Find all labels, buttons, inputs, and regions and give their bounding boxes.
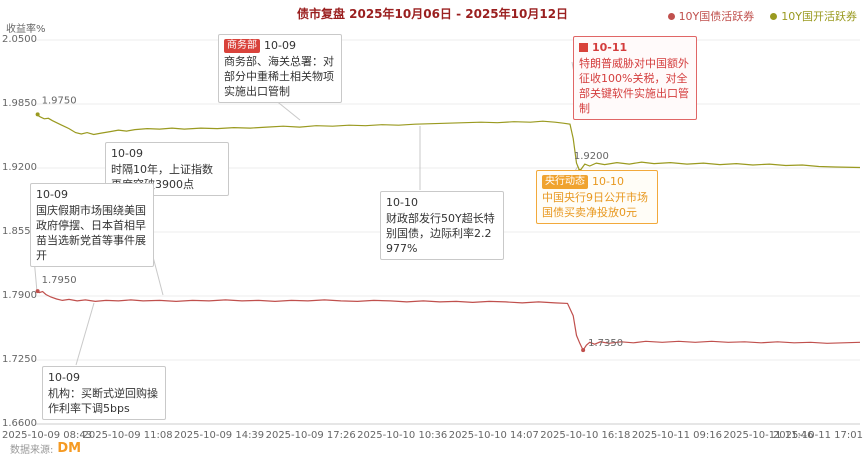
y-axis-title: 收益率% xyxy=(6,24,46,35)
legend-label-cdb: 10Y国开活跃券 xyxy=(781,10,857,23)
annotation-text: 国庆假期市场围绕美国政府停摆、日本首相早苗当选新党首等事件展开 xyxy=(36,204,146,262)
annotation-date: 10-09 xyxy=(36,188,68,201)
legend-dot-treasury-icon xyxy=(667,12,675,20)
annotation-date: 10-10 xyxy=(386,196,418,209)
y-tick-label: 2.0500 xyxy=(2,34,37,45)
annotation-date: 10-10 xyxy=(592,175,624,188)
annotation-connector xyxy=(75,302,95,366)
x-tick-label: 2025-10-11 11:46 xyxy=(723,430,814,441)
annotation-date: 10-11 xyxy=(592,41,628,54)
y-tick-label: 1.7250 xyxy=(2,354,37,365)
x-tick-label: 2025-10-10 10:36 xyxy=(357,430,448,441)
annotation-text: 机构：买断式逆回购操作利率下调5bps xyxy=(48,387,158,415)
annotation-date: 10-09 xyxy=(48,371,80,384)
source-logo: DM xyxy=(57,441,82,456)
point-value-label: 1.7350 xyxy=(588,338,623,349)
point-marker xyxy=(35,112,40,117)
annotation-mofcom-export-control: 商务部 10-09 商务部、海关总署：对部分中重稀土相关物项实施出口管制 xyxy=(218,34,342,103)
legend-item-10y-cdb[interactable]: 10Y国开活跃券 xyxy=(770,8,857,24)
y-tick-label: 1.9200 xyxy=(2,162,37,173)
y-tick-label: 1.8550 xyxy=(2,226,37,237)
alert-square-icon xyxy=(579,43,588,52)
legend-label-treasury: 10Y国债活跃券 xyxy=(678,10,755,23)
legend: 10Y国债活跃券 10Y国开活跃券 xyxy=(667,8,857,24)
point-marker xyxy=(581,348,586,353)
point-marker xyxy=(35,289,40,294)
annotation-text: 中国央行9日公开市场国债买卖净投放0元 xyxy=(542,191,648,219)
annotation-text: 特朗普威胁对中国额外征收100%关税，对全部关键软件实施出口管制 xyxy=(579,57,689,115)
source-label: 数据来源: xyxy=(10,445,54,456)
annotation-trump-tariff: 10-11 特朗普威胁对中国额外征收100%关税，对全部关键软件实施出口管制 xyxy=(573,36,697,120)
annotation-repo-rate-cut: 10-09 机构：买断式逆回购操作利率下调5bps xyxy=(42,366,166,420)
annotation-tag: 央行动态 xyxy=(542,174,588,189)
legend-item-10y-treasury[interactable]: 10Y国债活跃券 xyxy=(667,8,755,24)
data-source: 数据来源: DM xyxy=(10,441,81,456)
point-value-label: 1.7950 xyxy=(42,275,77,286)
x-tick-label: 2025-10-10 14:07 xyxy=(448,430,539,441)
series-line-cdb xyxy=(35,113,861,173)
annotation-date: 10-09 xyxy=(264,39,296,52)
annotation-mof-50y-bond: 10-10 财政部发行50Y超长特别国债，边际利率2.2977% xyxy=(380,191,504,260)
y-tick-label: 1.9850 xyxy=(2,98,37,109)
x-tick-label: 2025-10-09 11:08 xyxy=(82,430,173,441)
x-tick-label: 2025-10-09 08:43 xyxy=(2,430,93,441)
annotation-pboc-omo: 央行动态 10-10 中国央行9日公开市场国债买卖净投放0元 xyxy=(536,170,658,224)
x-tick-label: 2025-10-11 17:01 xyxy=(772,430,863,441)
y-tick-label: 1.6600 xyxy=(2,418,37,429)
y-tick-label: 1.7900 xyxy=(2,290,37,301)
x-tick-label: 2025-10-10 16:18 xyxy=(540,430,631,441)
annotation-date: 10-09 xyxy=(111,147,143,160)
point-value-label: 1.9200 xyxy=(574,151,609,162)
chart-title: 债市复盘 2025年10月06日 - 2025年10月12日 xyxy=(296,7,569,21)
annotation-holiday-recap: 10-09 国庆假期市场围绕美国政府停摆、日本首相早苗当选新党首等事件展开 xyxy=(30,183,154,267)
annotation-text: 财政部发行50Y超长特别国债，边际利率2.2977% xyxy=(386,212,495,255)
x-tick-label: 2025-10-09 17:26 xyxy=(265,430,356,441)
annotation-tag: 商务部 xyxy=(224,38,260,53)
point-value-label: 1.9750 xyxy=(42,95,77,106)
x-tick-label: 2025-10-11 09:16 xyxy=(631,430,722,441)
annotation-text: 商务部、海关总署：对部分中重稀土相关物项实施出口管制 xyxy=(224,55,334,98)
x-tick-label: 2025-10-09 14:39 xyxy=(174,430,265,441)
series-line-treasury xyxy=(35,290,861,352)
legend-dot-cdb-icon xyxy=(770,12,778,20)
